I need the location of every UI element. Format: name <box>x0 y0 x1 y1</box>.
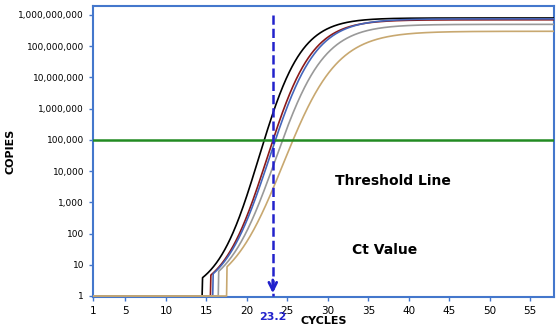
Text: 23.2: 23.2 <box>259 312 287 322</box>
Text: Ct Value: Ct Value <box>352 243 417 257</box>
X-axis label: CYCLES: CYCLES <box>301 316 347 326</box>
Y-axis label: COPIES: COPIES <box>6 129 16 174</box>
Text: Threshold Line: Threshold Line <box>335 174 450 188</box>
